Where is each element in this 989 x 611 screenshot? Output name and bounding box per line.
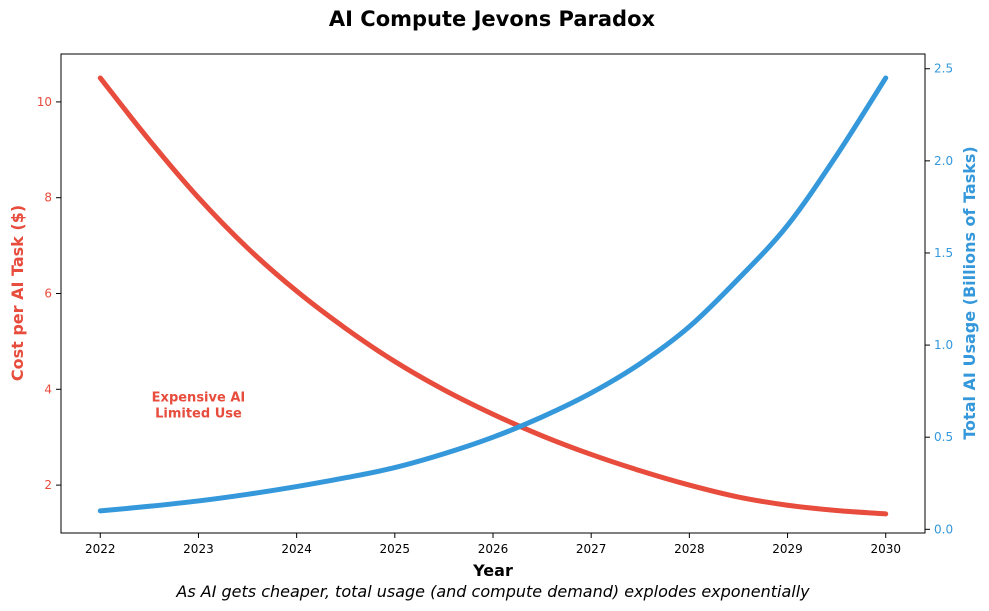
cost-series-line (97, 75, 889, 517)
y-axis-right-label: Total AI Usage (Billions of Tasks) (960, 146, 979, 439)
x-tick-label: 2026 (478, 542, 509, 556)
annotation-line-2: Limited Use (155, 407, 242, 422)
y-right-tick-label: 1.5 (934, 246, 953, 260)
y-left-tick-label: 8 (44, 191, 52, 205)
series-layer (97, 75, 889, 517)
x-tick-label: 2027 (576, 542, 607, 556)
y-axis-right: 0.0 0.5 1.0 1.5 2.0 2.5 (925, 62, 953, 536)
y-right-tick-label: 0.5 (934, 430, 953, 444)
x-tick-label: 2025 (380, 542, 411, 556)
y-right-tick-label: 0.0 (934, 522, 953, 536)
annotation-expensive-ai: Expensive AI Limited Use (152, 391, 246, 422)
x-axis-label: Year (472, 561, 513, 580)
y-axis-left-label: Cost per AI Task ($) (8, 205, 27, 381)
x-tick-label: 2030 (870, 542, 901, 556)
y-axis-left: 2 4 6 8 10 (37, 95, 61, 492)
plot-frame (60, 53, 926, 534)
y-left-tick-label: 2 (44, 478, 52, 492)
y-right-tick-label: 2.5 (934, 62, 953, 76)
annotation-line-1: Expensive AI (152, 391, 246, 406)
x-tick-label: 2029 (772, 542, 803, 556)
x-axis: 2022 2023 2024 2025 2026 2027 2028 2029 2030 (85, 533, 901, 556)
chart-caption: As AI gets cheaper, total usage (and com… (175, 582, 810, 601)
y-right-tick-label: 1.0 (934, 338, 953, 352)
usage-series-line (97, 75, 889, 514)
y-left-tick-label: 4 (44, 382, 52, 396)
y-left-tick-label: 6 (44, 287, 52, 301)
x-tick-label: 2023 (183, 542, 214, 556)
x-tick-label: 2024 (281, 542, 312, 556)
x-tick-label: 2022 (85, 542, 116, 556)
y-right-tick-label: 2.0 (934, 154, 953, 168)
y-left-tick-label: 10 (37, 95, 52, 109)
chart-title: AI Compute Jevons Paradox (329, 7, 656, 31)
x-tick-label: 2028 (674, 542, 705, 556)
